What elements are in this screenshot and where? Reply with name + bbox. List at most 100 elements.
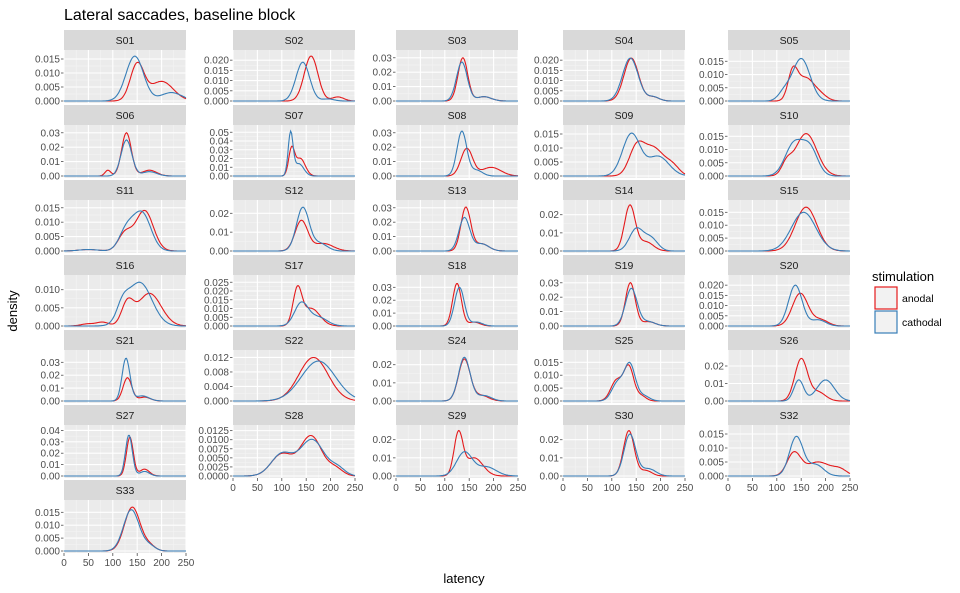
density-curve-cathodal [64, 139, 186, 177]
facet-strip [396, 255, 518, 275]
y-tick-label: 0.03 [373, 53, 393, 64]
x-tick-label: 100 [768, 483, 785, 494]
legend-key [874, 286, 898, 310]
facet-strip [728, 30, 850, 50]
y-tick-label: 0.015 [204, 295, 229, 306]
y-tick-label: 0.02 [373, 435, 393, 446]
y-tick-label: 0.005 [35, 83, 60, 94]
y-tick-label: 0.02 [705, 362, 725, 373]
y-tick-label: 0.01 [210, 228, 230, 239]
facet-strip [233, 255, 355, 275]
y-tick-label: 0.010 [204, 304, 229, 315]
x-tick-label: 200 [153, 558, 170, 569]
y-tick-label: 0.00 [373, 97, 393, 108]
y-tick-label: 0.00 [210, 247, 230, 258]
density-curve-cathodal [64, 434, 186, 477]
facet-S30: S30 0.00 0.01 0.02 0 50 100 150 200 250 [540, 405, 694, 494]
x-tick-label: 50 [83, 558, 95, 569]
facet-strip [64, 105, 186, 125]
y-tick-label: 0.000 [534, 397, 559, 408]
y-tick-label: 0.000 [534, 97, 559, 108]
facet-strip-label: S12 [285, 185, 304, 197]
x-tick-label: 50 [415, 483, 427, 494]
y-tick-label: 0.020 [204, 287, 229, 298]
density-curve-cathodal [563, 227, 685, 252]
y-tick-label: 0.000 [699, 172, 724, 183]
x-tick-label: 200 [652, 483, 669, 494]
facet-strip-label: S25 [615, 335, 634, 347]
x-tick-label: 150 [129, 558, 146, 569]
facet-strip [64, 30, 186, 50]
x-tick-label: 0 [230, 483, 236, 494]
y-tick-label: 0.015 [534, 358, 559, 369]
y-tick-label: 0.005 [534, 158, 559, 169]
y-tick-label: 0.02 [373, 296, 393, 307]
y-tick-label: 0.00 [41, 172, 61, 183]
legend-title: stimulation [872, 269, 934, 284]
y-tick-label: 0.01 [540, 453, 560, 464]
y-tick-label: 0.005 [204, 86, 229, 97]
facet-strip-label: S29 [448, 410, 467, 422]
facet-S03: S03 0.00 0.01 0.02 0.03 [373, 30, 519, 108]
y-tick-label: 0.000 [204, 97, 229, 108]
density-curve-cathodal [563, 433, 685, 477]
y-tick-label: 0.015 [35, 55, 60, 66]
legend-item-cathodal: cathodal [874, 310, 942, 334]
x-tick-label: 150 [298, 483, 315, 494]
y-tick-label: 0.01 [41, 157, 61, 168]
facet-S12: S12 0.00 0.01 0.02 [210, 180, 356, 258]
y-tick-label: 0.000 [35, 97, 60, 108]
y-tick-label: 0.00 [540, 472, 560, 483]
y-tick-label: 0.00 [373, 247, 393, 258]
y-tick-label: 0.015 [35, 203, 60, 214]
y-tick-label: 0.020 [204, 56, 229, 67]
facet-S08: S08 0.00 0.01 0.02 0.03 [373, 105, 519, 183]
y-tick-label: 0.000 [35, 247, 60, 258]
density-curve-cathodal [233, 438, 356, 477]
y-tick-label: 0.0025 [198, 462, 229, 473]
y-tick-label: 0.01 [210, 163, 230, 174]
density-curve-cathodal [64, 55, 187, 102]
y-tick-label: 0.01 [373, 232, 393, 243]
y-tick-label: 0.03 [41, 437, 61, 448]
y-tick-label: 0.04 [210, 137, 230, 148]
y-tick-label: 0.010 [204, 76, 229, 87]
facet-strip [396, 105, 518, 125]
x-tick-label: 50 [252, 483, 264, 494]
facet-strip-label: S24 [448, 335, 467, 347]
x-tick-label: 100 [436, 483, 453, 494]
y-tick-label: 0.02 [373, 218, 393, 229]
density-curve-cathodal [728, 211, 850, 252]
density-curve-cathodal [396, 451, 519, 477]
x-tick-label: 50 [582, 483, 594, 494]
y-tick-label: 0.00 [373, 397, 393, 408]
y-tick-label: 0.02 [540, 210, 560, 221]
y-tick-label: 0.020 [699, 281, 724, 292]
facet-S11: S11 0.000 0.005 0.010 0.015 [35, 180, 187, 258]
y-tick-label: 0.05 [210, 128, 230, 139]
facet-S16: S16 0.000 0.005 0.010 [35, 255, 187, 333]
density-curve-cathodal [64, 357, 186, 402]
x-axis-title: latency [443, 571, 485, 586]
density-curve-cathodal [396, 130, 518, 177]
facet-S27: S27 0.000.010.020.030.04 [41, 405, 187, 483]
y-tick-label: 0.01 [373, 453, 393, 464]
x-tick-label: 250 [347, 483, 364, 494]
y-tick-label: 0.005 [534, 86, 559, 97]
y-tick-label: 0.010 [699, 301, 724, 312]
facet-S06: S06 0.00 0.01 0.02 0.03 [41, 105, 187, 183]
facet-strip [64, 255, 186, 275]
y-tick-label: 0.00 [41, 397, 61, 408]
x-tick-label: 100 [104, 558, 121, 569]
facet-strip [233, 405, 355, 425]
facet-strip-label: S13 [448, 185, 467, 197]
y-tick-label: 0.010 [534, 144, 559, 155]
y-tick-label: 0.015 [699, 291, 724, 302]
y-tick-label: 0.02 [373, 143, 393, 154]
facet-strip-label: S08 [448, 110, 467, 122]
x-tick-label: 250 [178, 558, 195, 569]
